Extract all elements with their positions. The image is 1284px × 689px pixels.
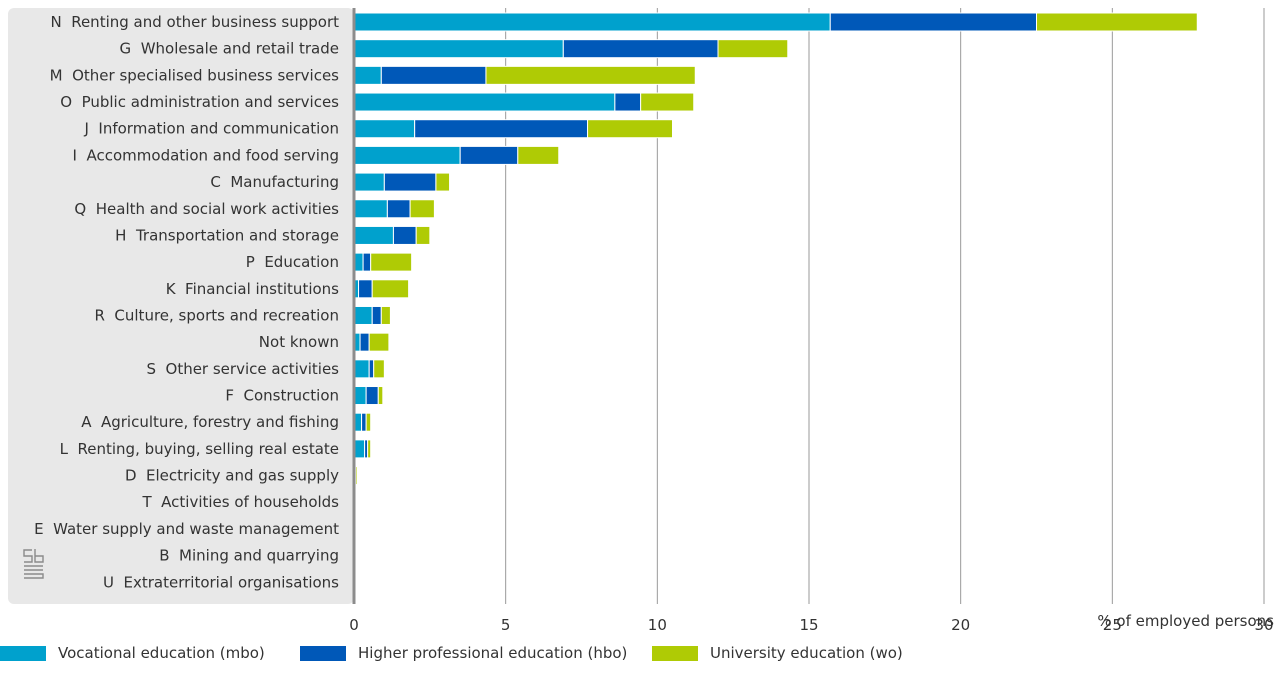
- bar-segment: [371, 279, 410, 299]
- bar-segment: [829, 12, 1037, 32]
- bar-segment: [392, 225, 417, 245]
- legend-item-wo: University education (wo): [652, 644, 903, 662]
- bar-segment: [353, 199, 388, 219]
- legend-label-wo: University education (wo): [710, 644, 903, 662]
- bar-segment: [415, 225, 431, 245]
- bar-segment: [562, 39, 719, 59]
- bar-segment: [353, 439, 366, 459]
- bar-segment: [353, 172, 385, 192]
- cbs-logo-icon: [23, 549, 44, 579]
- bar-segment: [359, 332, 370, 352]
- category-label: S Other service activities: [146, 360, 339, 378]
- category-label: T Activities of households: [141, 493, 339, 511]
- x-axis-label: % of employed persons: [1097, 612, 1274, 630]
- x-tick-label: 5: [501, 616, 511, 634]
- bar-segment: [353, 39, 564, 59]
- bar-segment: [355, 466, 358, 486]
- bar-segment: [377, 386, 384, 406]
- x-tick-label: 25: [1103, 616, 1122, 634]
- bar-segment: [1036, 12, 1198, 32]
- category-label: N Renting and other business support: [50, 13, 339, 31]
- category-label: R Culture, sports and recreation: [94, 306, 339, 324]
- legend: Vocational education (mbo) Higher profes…: [0, 641, 903, 665]
- bar-segment: [353, 119, 416, 139]
- category-label: Q Health and social work activities: [74, 200, 339, 218]
- x-tick-label: 10: [648, 616, 667, 634]
- category-label: G Wholesale and retail trade: [120, 40, 339, 58]
- bar-segment: [459, 145, 519, 165]
- category-label: B Mining and quarrying: [159, 547, 339, 565]
- x-tick-labels: 0 5 10 15 20 25 30: [349, 616, 1273, 634]
- legend-label-hbo: Higher professional education (hbo): [358, 644, 628, 662]
- category-label: F Construction: [225, 387, 339, 405]
- x-tick-label: 0: [349, 616, 359, 634]
- legend-item-mbo: Vocational education (mbo): [0, 644, 300, 662]
- label-panel-background: [8, 8, 354, 604]
- category-label: Not known: [259, 333, 339, 351]
- bar-segment: [373, 359, 385, 379]
- bar-segment: [409, 199, 435, 219]
- category-label: E Water supply and waste management: [34, 520, 339, 538]
- grid-lines: [505, 8, 1265, 604]
- category-label: H Transportation and storage: [115, 226, 339, 244]
- bar-segment: [435, 172, 451, 192]
- bar-segment: [368, 359, 375, 379]
- bar-segment: [614, 92, 642, 112]
- category-label: O Public administration and services: [60, 93, 339, 111]
- legend-swatch-hbo: [300, 645, 346, 661]
- bar-segment: [380, 305, 391, 325]
- legend-swatch-mbo: [0, 645, 46, 661]
- bar-segment: [367, 439, 372, 459]
- category-label: L Renting, buying, selling real estate: [60, 440, 339, 458]
- category-label: U Extraterritorial organisations: [103, 573, 339, 591]
- bar-segment: [353, 65, 382, 85]
- bar-segment: [383, 172, 437, 192]
- bar-segment: [717, 39, 789, 59]
- category-label: J Information and communication: [83, 120, 339, 138]
- bar-segment: [587, 119, 673, 139]
- bar-segment: [386, 199, 411, 219]
- bar-segment: [353, 12, 831, 32]
- bar-segment: [353, 92, 616, 112]
- legend-label-mbo: Vocational education (mbo): [58, 644, 265, 662]
- bar-segment: [414, 119, 589, 139]
- bar-segment: [365, 412, 372, 432]
- bar-segment: [361, 412, 367, 432]
- x-tick-label: 30: [1254, 616, 1273, 634]
- legend-swatch-wo: [652, 645, 698, 661]
- category-label: M Other specialised business services: [50, 66, 340, 84]
- category-label: K Financial institutions: [166, 280, 339, 298]
- x-tick-label: 15: [799, 616, 818, 634]
- bar-segment: [353, 386, 367, 406]
- category-label: I Accommodation and food serving: [73, 146, 339, 164]
- bar-segment: [368, 332, 390, 352]
- bar-segment: [370, 252, 413, 272]
- bar-segment: [380, 65, 487, 85]
- bar-segment: [517, 145, 560, 165]
- legend-item-hbo: Higher professional education (hbo): [300, 644, 652, 662]
- category-label: D Electricity and gas supply: [125, 467, 339, 485]
- category-label: C Manufacturing: [210, 173, 339, 191]
- bar-segment: [640, 92, 695, 112]
- category-labels: N Renting and other business support G Wh…: [34, 13, 339, 591]
- bar-segment: [353, 145, 461, 165]
- bar-segment: [358, 279, 373, 299]
- bar-segment: [353, 359, 370, 379]
- bars: [353, 12, 1198, 486]
- category-label: A Agriculture, forestry and fishing: [81, 413, 339, 431]
- x-tick-label: 20: [951, 616, 970, 634]
- bar-segment: [371, 305, 382, 325]
- bar-segment: [353, 305, 373, 325]
- bar-segment: [365, 386, 379, 406]
- bar-segment: [485, 65, 696, 85]
- bar-segment: [353, 225, 394, 245]
- category-label: P Education: [246, 253, 339, 271]
- stacked-bar-chart: N Renting and other business support G Wh…: [8, 8, 1274, 634]
- bar-segment: [362, 252, 372, 272]
